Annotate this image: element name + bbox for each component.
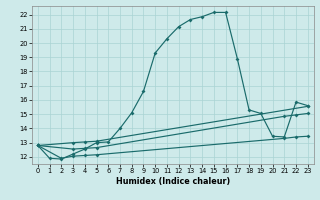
X-axis label: Humidex (Indice chaleur): Humidex (Indice chaleur)	[116, 177, 230, 186]
